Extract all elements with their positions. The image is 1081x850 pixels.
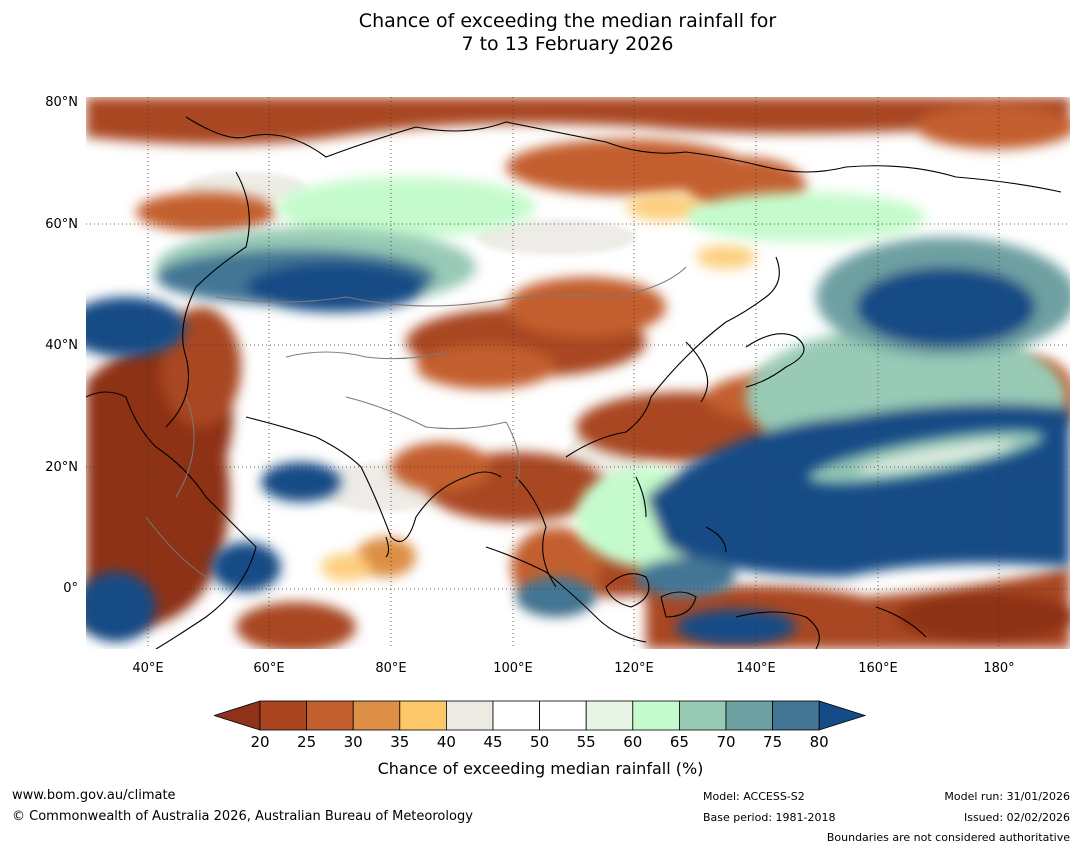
colorbar-bin [259,700,307,731]
lon-label-40e: 40°E [132,661,164,676]
colorbar [214,700,866,731]
lat-label-20n: 20°N [45,460,78,475]
colorbar-bin [725,700,773,731]
colorbar-tick-label: 50 [530,733,550,751]
lon-label-140e: 140°E [736,661,776,676]
colorbar-tick-label: 45 [483,733,503,751]
lat-label-60n: 60°N [45,217,78,232]
colorbar-tick-label: 80 [809,733,829,751]
copyright-text: © Commonwealth of Australia 2026, Austra… [12,809,473,824]
lon-label-100e: 100°E [493,661,533,676]
base-period: Base period: 1981-2018 [703,811,836,824]
colorbar-tick-label: 55 [576,733,596,751]
colorbar-tick-label: 25 [297,733,317,751]
colorbar-bin [492,700,540,731]
colorbar-tick-label: 60 [623,733,643,751]
colorbar-bin [352,700,401,731]
issued-date: Issued: 02/02/2026 [963,811,1070,824]
colorbar-tick-label: 30 [343,733,363,751]
coastlines [86,116,1062,649]
colorbar-bin [306,700,354,731]
colorbar-tick-label: 40 [436,733,456,751]
colorbar-bin [678,700,727,731]
colorbar-tick-label: 20 [250,733,270,751]
map-title: Chance of exceeding the median rainfall … [0,10,1081,56]
colorbar-tick-label: 70 [716,733,736,751]
boundaries-disclaimer: Boundaries are not considered authoritat… [826,831,1070,844]
model-name: Model: ACCESS-S2 [703,790,805,803]
colorbar-bin [399,700,447,731]
colorbar-tick-label: 75 [763,733,783,751]
lon-label-180: 180° [983,661,1015,676]
colorbar-tick-label: 35 [390,733,410,751]
lon-label-80e: 80°E [375,661,407,676]
colorbar-bin [632,700,680,731]
website-link[interactable]: www.bom.gov.au/climate [12,788,176,803]
colorbar-bin [585,700,634,731]
title-line-2: 7 to 13 February 2026 [461,33,674,55]
colorbar-high-arrow [818,700,866,731]
lon-label-120e: 120°E [614,661,654,676]
graticule [86,97,1070,649]
rainfall-map [86,97,1070,649]
boundaries [145,266,687,578]
lon-label-160e: 160°E [858,661,898,676]
colorbar-label: Chance of exceeding median rainfall (%) [0,759,1081,778]
model-run-date: Model run: 31/01/2026 [944,790,1070,803]
colorbar-label-text: Chance of exceeding median rainfall (%) [377,759,704,778]
colorbar-bin [772,700,820,731]
lon-label-60e: 60°E [253,661,285,676]
lat-label-40n: 40°N [45,338,78,353]
colorbar-low-arrow [214,700,261,731]
lat-label-0: 0° [63,581,78,596]
lat-label-80n: 80°N [45,95,78,110]
colorbar-bin [539,700,587,731]
title-line-1: Chance of exceeding the median rainfall … [358,10,777,32]
colorbar-tick-label: 65 [669,733,689,751]
colorbar-bin [445,700,494,731]
